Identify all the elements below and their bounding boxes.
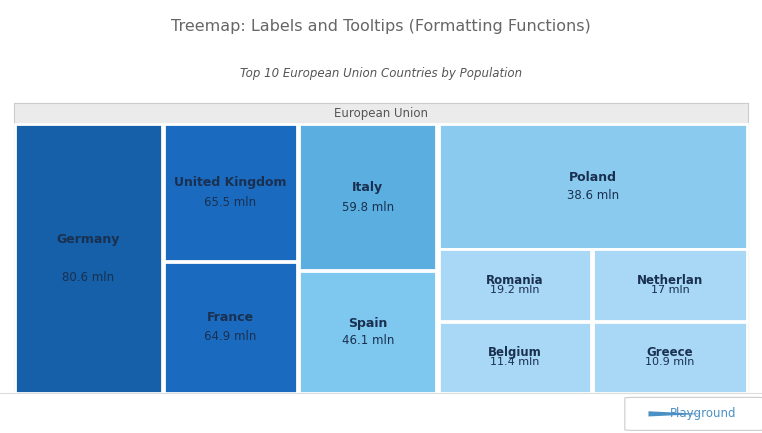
Text: 46.1 mln: 46.1 mln	[341, 334, 394, 347]
Text: United Kingdom: United Kingdom	[174, 177, 287, 190]
Text: European Union: European Union	[334, 107, 428, 120]
Bar	[439, 124, 748, 249]
Text: Germany: Germany	[56, 233, 120, 246]
Text: 80.6 mln: 80.6 mln	[62, 271, 114, 284]
Text: Netherlan: Netherlan	[637, 274, 703, 287]
Polygon shape	[648, 411, 703, 417]
Text: Spain: Spain	[348, 317, 387, 330]
Bar	[299, 271, 437, 393]
Text: 11.4 mln: 11.4 mln	[490, 357, 539, 368]
Text: 59.8 mln: 59.8 mln	[341, 201, 394, 214]
Text: 10.9 mln: 10.9 mln	[645, 357, 695, 368]
Bar	[439, 249, 591, 321]
Text: Italy: Italy	[352, 181, 383, 194]
Text: Romania: Romania	[486, 274, 543, 287]
Text: 64.9 mln: 64.9 mln	[204, 330, 257, 343]
Bar	[593, 322, 748, 393]
Text: Belgium: Belgium	[488, 346, 542, 359]
Bar	[439, 322, 591, 393]
Text: Greece: Greece	[647, 346, 693, 359]
Bar	[299, 124, 437, 270]
Text: Top 10 European Union Countries by Population: Top 10 European Union Countries by Popul…	[240, 67, 522, 80]
Text: Playground: Playground	[670, 407, 736, 420]
Text: Poland: Poland	[569, 171, 617, 184]
Bar	[14, 124, 162, 393]
Bar	[593, 249, 748, 321]
Bar	[164, 124, 297, 261]
Text: 65.5 mln: 65.5 mln	[204, 196, 257, 209]
Text: 19.2 mln: 19.2 mln	[490, 285, 539, 295]
Text: Treemap: Labels and Tooltips (Formatting Functions): Treemap: Labels and Tooltips (Formatting…	[171, 19, 591, 35]
FancyBboxPatch shape	[625, 397, 762, 430]
Text: 17 mln: 17 mln	[651, 285, 690, 295]
Bar	[164, 262, 297, 393]
Text: France: France	[207, 311, 254, 324]
Text: 38.6 mln: 38.6 mln	[567, 189, 619, 202]
